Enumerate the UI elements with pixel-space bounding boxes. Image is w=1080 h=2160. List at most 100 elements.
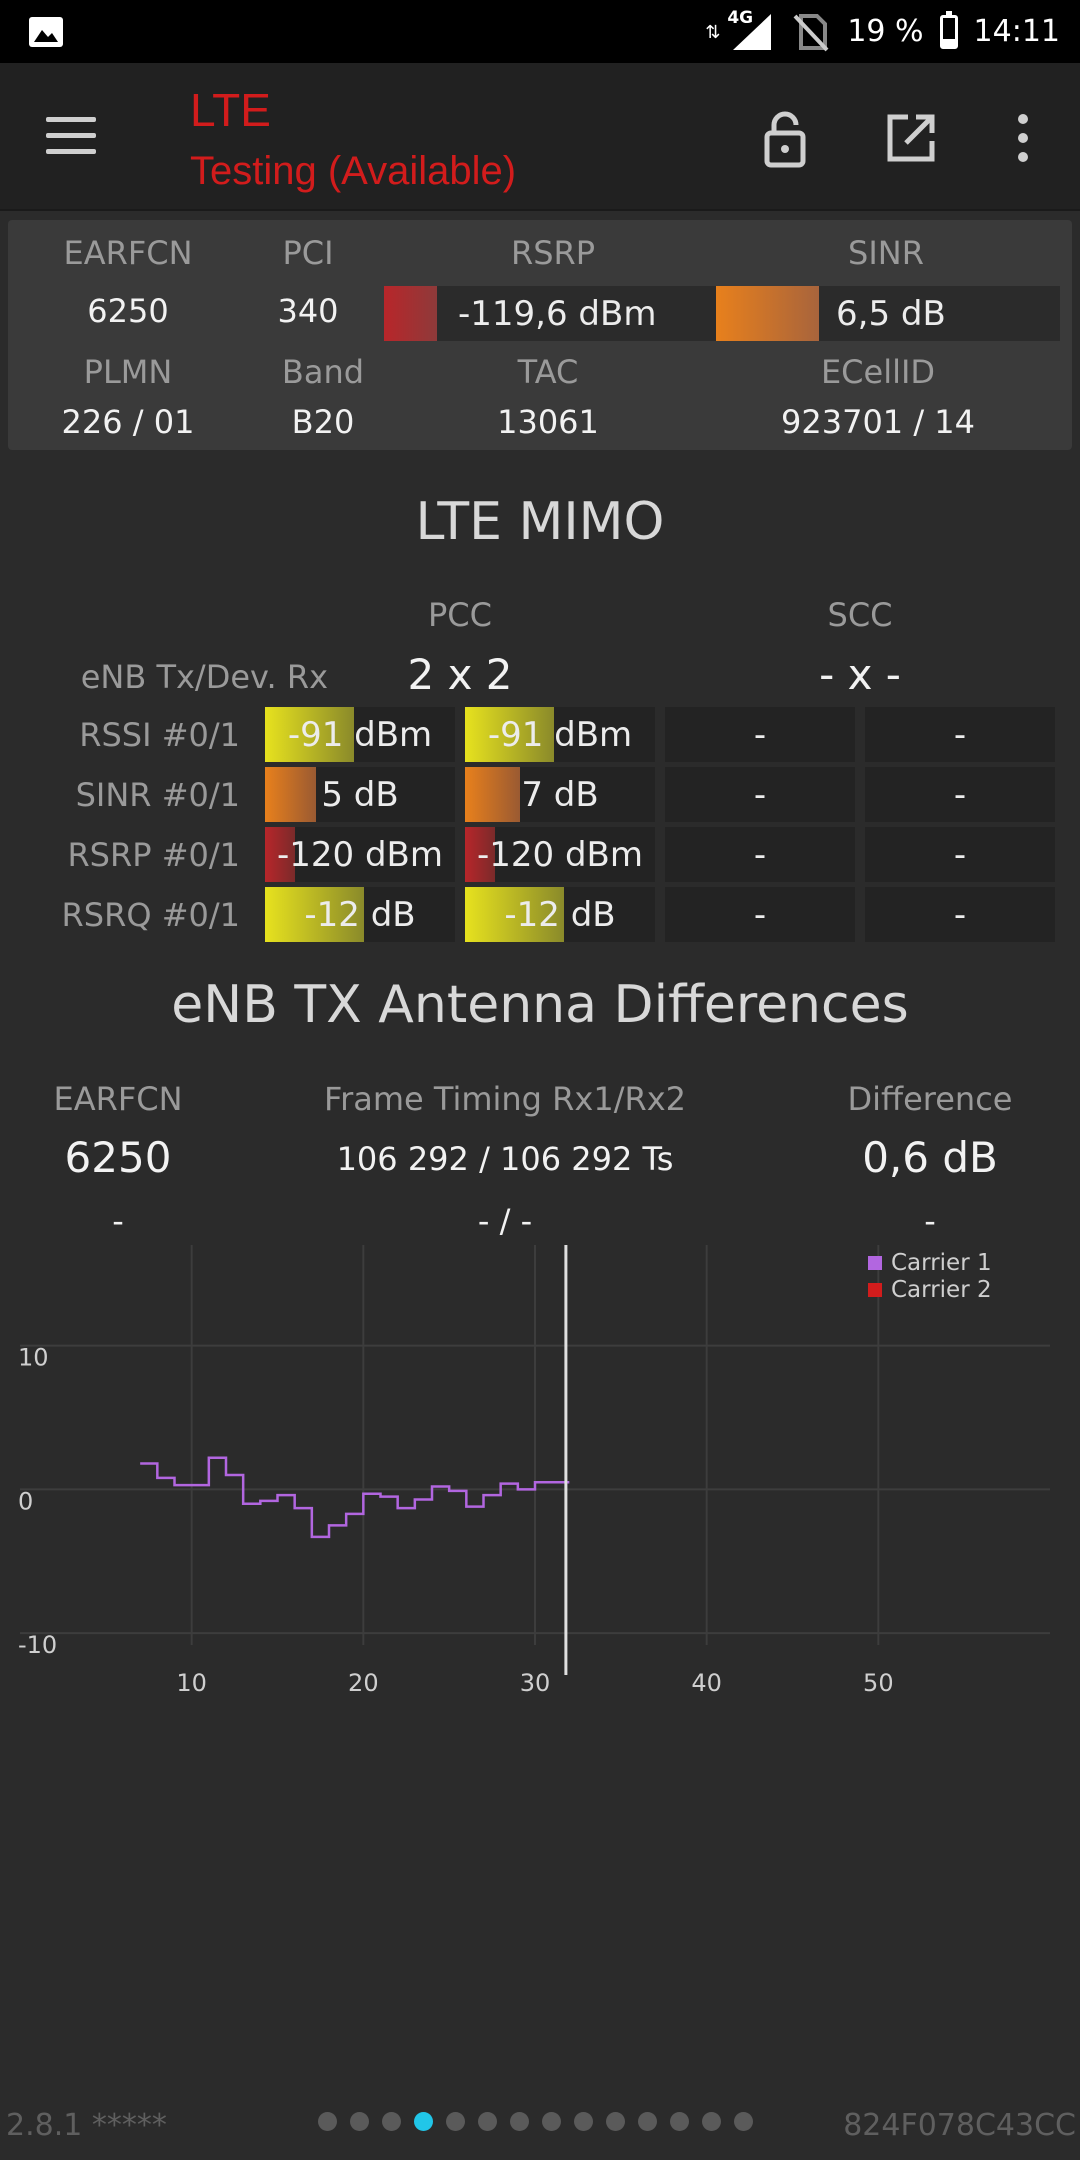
page-dot[interactable] [414,2112,433,2131]
mimo-cell: -91 dBm [265,707,455,762]
image-notification-icon [29,17,63,47]
y-tick-label: -10 [18,1631,57,1659]
mimo-cell: -91 dBm [465,707,655,762]
mimo-cell-value: - [753,774,767,815]
page-dot[interactable] [638,2112,657,2131]
mimo-cell-value: - [953,834,967,875]
mimo-cell: - [665,767,855,822]
mimo-cell-value: - [953,714,967,755]
mimo-title: LTE MIMO [415,492,665,552]
mimo-cell: - [865,827,1055,882]
more-vert-icon[interactable] [988,103,1058,173]
mimo-cell-value: - [753,714,767,755]
x-tick-label: 40 [691,1669,722,1697]
pci-value: 340 [277,292,339,330]
lock-icon[interactable] [750,103,820,173]
antenna-earfcn-value2: - [112,1202,124,1240]
page-dot[interactable] [446,2112,465,2131]
page-dot[interactable] [542,2112,561,2131]
mimo-cell: - [865,707,1055,762]
page-dot[interactable] [318,2112,337,2131]
plmn-value: 226 / 01 [61,403,195,441]
mimo-cell-value: - [953,774,967,815]
battery-icon [939,10,958,49]
sinr-value: 6,5 dB [836,293,946,334]
mimo-bar-fill [265,887,364,942]
mimo-cell: - [665,827,855,882]
earfcn-value: 6250 [87,292,169,330]
y-tick-label: 0 [18,1487,33,1515]
mimo-bar-fill [465,827,496,882]
ecellid-value: 923701 / 14 [781,403,975,441]
page-dot[interactable] [382,2112,401,2131]
rsrp-bar: -119,6 dBm [384,286,716,341]
mimo-cell-value: - [753,834,767,875]
page-dot[interactable] [478,2112,497,2131]
mimo-cell-value: -12 dB [304,894,416,935]
mimo-cell-value: 7 dB [521,774,599,815]
series-line [140,1456,570,1539]
x-tick-label: 50 [863,1669,894,1697]
plmn-label: PLMN [83,353,173,391]
scc-label: SCC [827,596,893,634]
network-signal-icon: ⇅ 4G [705,8,775,52]
mimo-cell: 5 dB [265,767,455,822]
sinr-label: SINR [848,234,924,272]
mimo-bar-fill [465,767,521,822]
mimo-cell: - [865,767,1055,822]
mimo-cell-value: -120 dBm [277,834,443,875]
mimo-row-label: RSRP #0/1 [67,836,240,874]
page-indicator[interactable] [318,2112,753,2131]
page-dot[interactable] [350,2112,369,2131]
x-tick-label: 10 [176,1669,207,1697]
mimo-bar-fill [265,707,355,762]
antenna-difference-value2: - [924,1202,936,1240]
sinr-bar: 6,5 dB [716,286,1060,341]
pci-label: PCI [282,234,334,272]
mimo-cell: -12 dB [465,887,655,942]
tac-value: 13061 [497,403,599,441]
scc-config: - x - [819,650,901,699]
app-bar: LTE Testing (Available) [0,63,1080,211]
sinr-bar-fill [716,286,820,341]
mimo-cell: - [865,887,1055,942]
antenna-timing-label: Frame Timing Rx1/Rx2 [324,1080,686,1118]
page-dot[interactable] [702,2112,721,2131]
page-subtitle: Testing (Available) [190,149,517,193]
mimo-row-label: RSRQ #0/1 [61,896,240,934]
config-label: eNB Tx/Dev. Rx [80,658,328,696]
antenna-difference-label: Difference [847,1080,1013,1118]
x-tick-label: 30 [520,1669,551,1697]
pcc-label: PCC [428,596,492,634]
tac-label: TAC [517,353,579,391]
mimo-bar-fill [265,767,317,822]
page-dot[interactable] [670,2112,689,2131]
mimo-bar-fill [465,887,564,942]
rsrp-bar-fill [384,286,438,341]
mimo-cell-value: -120 dBm [477,834,643,875]
mimo-cell: -120 dBm [465,827,655,882]
mimo-cell-value: - [953,894,967,935]
mimo-cell-value: 5 dB [321,774,399,815]
page-dot[interactable] [734,2112,753,2131]
cell-info-panel: EARFCN PCI RSRP SINR 6250 340 -119,6 dBm… [8,220,1072,450]
mimo-row-label: SINR #0/1 [75,776,240,814]
page-dot[interactable] [510,2112,529,2131]
band-value: B20 [291,403,355,441]
rsrp-value: -119,6 dBm [458,293,657,334]
legend-label: Carrier 1 [891,1250,992,1276]
antenna-timing-value: 106 292 / 106 292 Ts [336,1140,674,1178]
mimo-cell: - [665,887,855,942]
page-dot[interactable] [606,2112,625,2131]
page-dot[interactable] [574,2112,593,2131]
antenna-earfcn-label: EARFCN [53,1080,183,1118]
mimo-cell: - [665,707,855,762]
page-title: LTE [190,84,271,136]
open-external-icon[interactable] [876,103,946,173]
mimo-cell: -12 dB [265,887,455,942]
menu-icon[interactable] [46,117,100,157]
legend-swatch [868,1283,882,1297]
mimo-row-label: RSSI #0/1 [79,716,240,754]
y-tick-label: 10 [18,1344,49,1372]
antenna-title: eNB TX Antenna Differences [171,975,909,1035]
